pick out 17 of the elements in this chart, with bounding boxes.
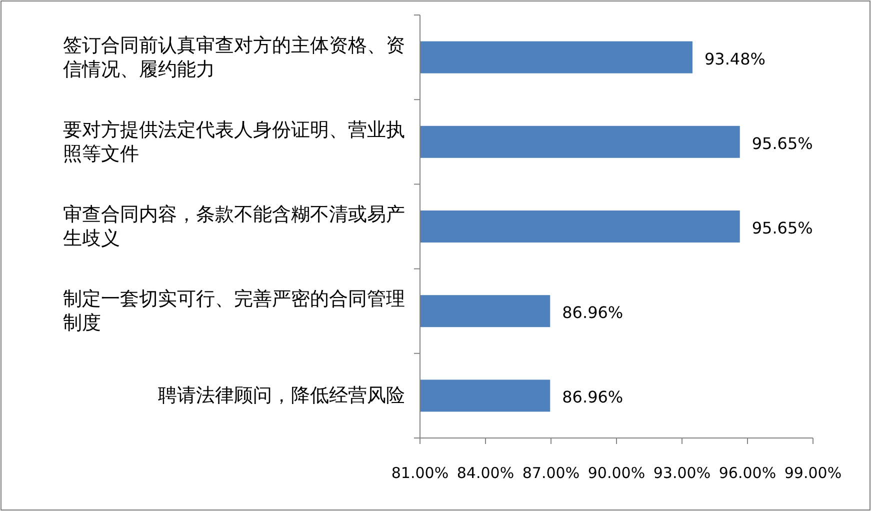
- y-tick-label: 审查合同内容，条款不能含糊不清或易产生歧义: [63, 204, 405, 250]
- x-tick-label: 81.00%: [391, 464, 449, 482]
- x-tick-label: 96.00%: [718, 464, 776, 482]
- y-tick-label: 要对方提供法定代表人身份证明、营业执照等文件: [63, 118, 405, 165]
- x-tick-label: 90.00%: [588, 464, 646, 482]
- x-tick-label: 93.00%: [653, 464, 711, 482]
- y-tick-label: 制定一套切实可行、完善严密的合同管理制度: [63, 288, 405, 334]
- y-tick-label: 签订合同前认真审查对方的主体资格、资信情况、履约能力: [63, 34, 405, 80]
- data-label: 95.65%: [752, 134, 813, 153]
- data-label: 86.96%: [562, 303, 624, 322]
- x-tick-label: 99.00%: [784, 464, 842, 482]
- data-label: 93.48%: [704, 49, 766, 68]
- x-tick-label: 84.00%: [456, 464, 514, 482]
- data-label: 95.65%: [752, 218, 813, 238]
- x-tick-label: 87.00%: [522, 464, 580, 482]
- y-tick-label: 聘请法律顾问，降低经营风险: [158, 384, 405, 407]
- data-label: 86.96%: [562, 388, 624, 407]
